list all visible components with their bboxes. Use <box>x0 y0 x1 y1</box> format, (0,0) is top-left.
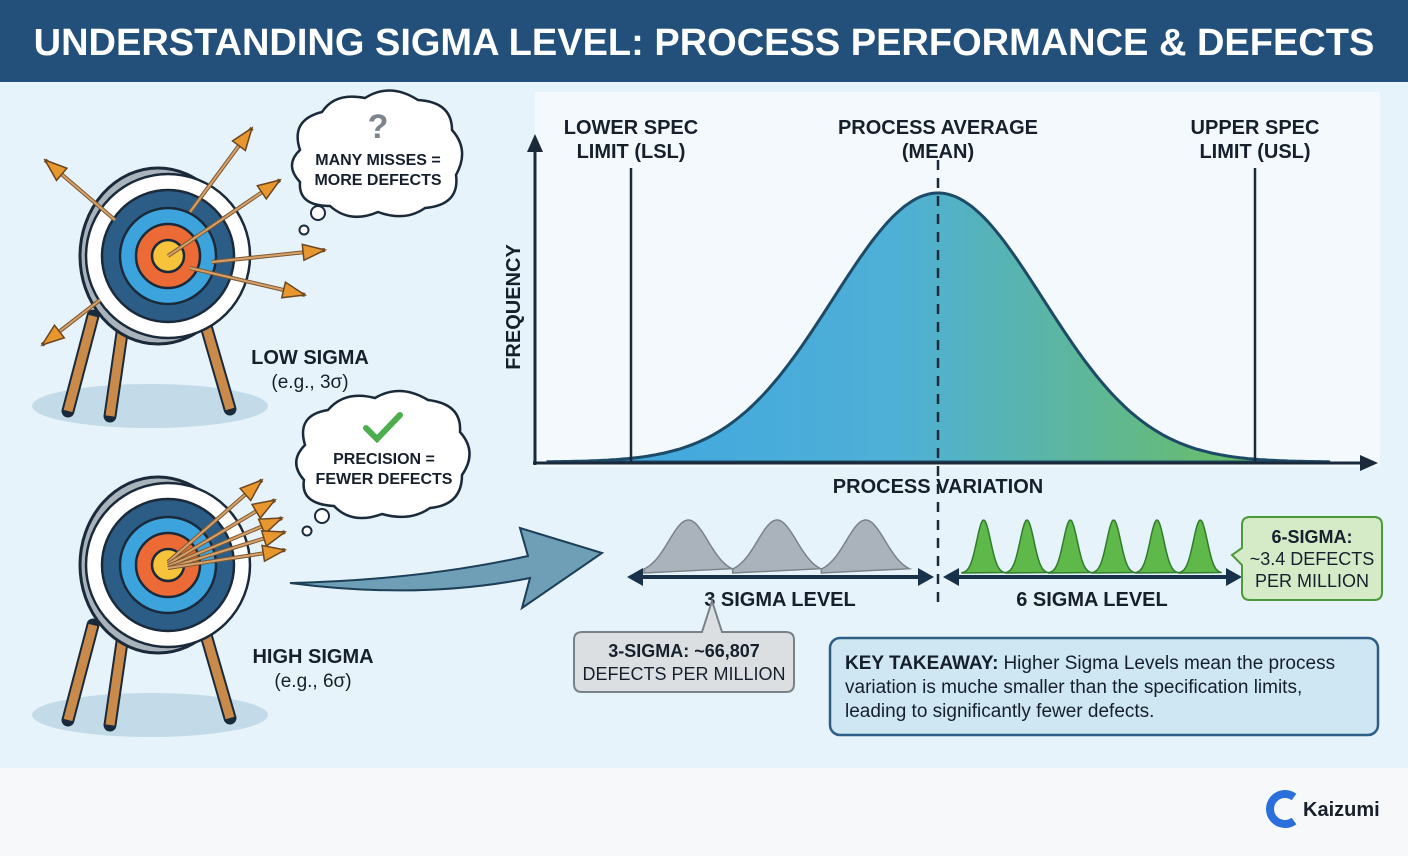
brand-logo-icon <box>1266 790 1297 828</box>
high-sigma-thought-line-1: PRECISION = <box>333 451 435 468</box>
usl-label-2: LIMIT (USL) <box>1199 141 1310 163</box>
lsl-label-1: LOWER SPEC <box>564 117 698 139</box>
high-sigma-thought-line-2: FEWER DEFECTS <box>316 471 453 488</box>
arrow-fletching <box>301 243 328 262</box>
mean-label-1: PROCESS AVERAGE <box>838 117 1038 139</box>
arrow-fletching <box>40 323 66 347</box>
mini-bell-curve <box>1177 519 1222 574</box>
check-mark-icon <box>363 412 403 444</box>
arrow-fletching <box>231 126 254 152</box>
high-sigma-thought-cloud: PRECISION = FEWER DEFECTS <box>295 389 471 537</box>
question-mark-icon: ? <box>368 108 389 146</box>
lsl-label-2: LIMIT (LSL) <box>577 141 686 163</box>
six-sigma-callout-line-2: ~3.4 DEFECTS <box>1250 549 1375 569</box>
x-axis-arrow-icon <box>1360 455 1378 471</box>
six-sigma-bells <box>961 519 1222 574</box>
arrow-fletching <box>260 530 288 548</box>
header-bar <box>0 0 1408 82</box>
target-stand-leg <box>63 314 98 413</box>
six-sigma-range-arrow <box>943 568 1242 586</box>
arrow-fletching <box>43 158 69 182</box>
mean-label-2: (MEAN) <box>902 141 974 163</box>
key-takeaway-heading: KEY TAKEAWAY: <box>845 653 998 674</box>
arrow-fletching <box>256 178 282 201</box>
target-stand-leg <box>201 324 235 411</box>
target-stand-leg <box>63 623 98 722</box>
target-stand-leg <box>105 325 128 417</box>
three-sigma-callout-line-2: DEFECTS PER MILLION <box>582 664 785 684</box>
mini-bell-curve <box>1091 519 1136 574</box>
low-sigma-sublabel: (e.g., 3σ) <box>271 372 348 393</box>
arrow-fletching <box>250 498 277 520</box>
key-takeaway-line-3: leading to significantly fewer defects. <box>845 701 1154 722</box>
key-takeaway-line-1: KEY TAKEAWAY: Higher Sigma Levels mean th… <box>845 653 1335 674</box>
arrow-fletching <box>257 517 285 536</box>
three-sigma-range-arrow <box>627 568 934 586</box>
mini-bell-curve <box>643 519 735 574</box>
target-stand-leg <box>105 634 128 726</box>
key-takeaway-line-2: variation is muche smaller than the spec… <box>845 677 1302 698</box>
arrow-fletching <box>261 544 288 563</box>
key-takeaway-box: KEY TAKEAWAY: Higher Sigma Levels mean th… <box>828 636 1380 737</box>
six-sigma-callout-line-3: PER MILLION <box>1255 571 1369 591</box>
high-sigma-label: HIGH SIGMA <box>252 646 373 668</box>
low-sigma-thought-line-2: MORE DEFECTS <box>314 172 441 189</box>
target-stand-leg <box>201 633 235 720</box>
high-sigma-sublabel: (e.g., 6σ) <box>274 671 351 692</box>
high-sigma-target-icon <box>32 475 288 737</box>
six-sigma-callout-line-1: 6-SIGMA: <box>1272 527 1353 547</box>
y-axis-label: FREQUENCY <box>503 244 525 370</box>
mini-bell-curve <box>731 519 824 574</box>
y-axis-arrow-icon <box>527 134 543 152</box>
mini-bell-curve <box>820 519 913 574</box>
key-takeaway-text-1: Higher Sigma Levels mean the process <box>1003 653 1335 674</box>
page-title: UNDERSTANDING SIGMA LEVEL: PROCESS PERFO… <box>34 22 1375 64</box>
three-sigma-callout: 3-SIGMA: ~66,807 DEFECTS PER MILLION <box>573 597 795 693</box>
low-sigma-label: LOW SIGMA <box>251 347 369 369</box>
mini-bell-curve <box>1134 519 1179 574</box>
arrow-fletching <box>280 280 308 299</box>
low-sigma-thought-line-1: MANY MISSES = <box>315 152 441 169</box>
footer <box>0 768 1408 851</box>
mini-bell-curve <box>1047 519 1092 574</box>
brand-logo: Kaizumi <box>1266 790 1380 828</box>
arrow-fletching <box>238 478 264 502</box>
brand-name: Kaizumi <box>1303 799 1380 821</box>
target-shadow <box>32 693 268 737</box>
transition-arrow-icon <box>289 526 605 611</box>
x-axis-label: PROCESS VARIATION <box>833 476 1043 498</box>
low-sigma-target-icon <box>32 126 328 428</box>
target-shadow <box>32 384 268 428</box>
mini-bell-curve <box>1004 519 1049 574</box>
three-sigma-level-label: 3 SIGMA LEVEL <box>704 589 856 611</box>
low-sigma-thought-cloud: ? MANY MISSES = MORE DEFECTS <box>290 89 464 236</box>
three-sigma-bells <box>643 519 913 574</box>
six-sigma-callout: 6-SIGMA: ~3.4 DEFECTS PER MILLION <box>1230 516 1383 601</box>
mini-bell-curve <box>961 519 1006 574</box>
usl-label-1: UPPER SPEC <box>1191 117 1320 139</box>
six-sigma-level-label: 6 SIGMA LEVEL <box>1016 589 1168 611</box>
three-sigma-callout-line-1: 3-SIGMA: ~66,807 <box>608 641 760 661</box>
